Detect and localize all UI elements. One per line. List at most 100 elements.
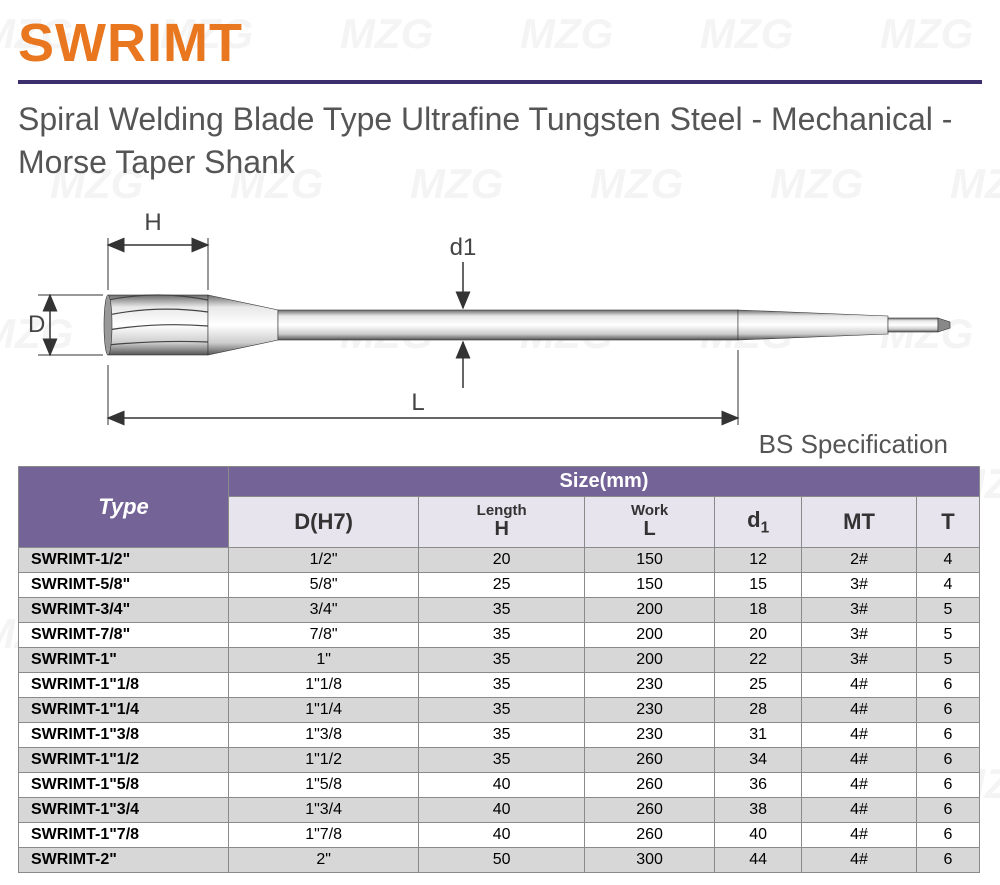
table-cell: 18 xyxy=(715,598,802,623)
table-cell: 40 xyxy=(419,773,585,798)
table-cell: 4# xyxy=(802,798,917,823)
table-row: SWRIMT-1/2"1/2"20150122#4 xyxy=(19,548,980,573)
table-cell: SWRIMT-7/8" xyxy=(19,623,229,648)
col-dh7: D(H7) xyxy=(229,497,419,548)
table-cell: 5 xyxy=(916,648,979,673)
table-cell: SWRIMT-1"3/8 xyxy=(19,723,229,748)
table-cell: 3# xyxy=(802,573,917,598)
table-row: SWRIMT-1"1/81"1/835230254#6 xyxy=(19,673,980,698)
table-cell: 4# xyxy=(802,823,917,848)
dimension-diagram: H D d1 L BS Specification xyxy=(18,200,978,460)
table-cell: 230 xyxy=(585,723,715,748)
table-cell: 31 xyxy=(715,723,802,748)
table-cell: SWRIMT-1"1/2 xyxy=(19,748,229,773)
table-cell: 260 xyxy=(585,748,715,773)
dim-label-d1: d1 xyxy=(450,234,477,261)
table-cell: SWRIMT-1"3/4 xyxy=(19,798,229,823)
table-cell: 260 xyxy=(585,823,715,848)
table-cell: 5 xyxy=(916,598,979,623)
col-d: d1 xyxy=(715,497,802,548)
specification-label: BS Specification xyxy=(759,429,948,460)
table-cell: 5/8" xyxy=(229,573,419,598)
table-cell: SWRIMT-1"7/8 xyxy=(19,823,229,848)
table-cell: 230 xyxy=(585,698,715,723)
table-row: SWRIMT-1"5/81"5/840260364#6 xyxy=(19,773,980,798)
table-cell: 28 xyxy=(715,698,802,723)
table-cell: 6 xyxy=(916,723,979,748)
col-work: WorkL xyxy=(585,497,715,548)
table-cell: 50 xyxy=(419,848,585,873)
table-cell: 1"1/2 xyxy=(229,748,419,773)
table-cell: 6 xyxy=(916,848,979,873)
table-cell: 6 xyxy=(916,673,979,698)
table-cell: 200 xyxy=(585,648,715,673)
table-cell: 2# xyxy=(802,548,917,573)
table-cell: 1"3/4 xyxy=(229,798,419,823)
table-cell: 6 xyxy=(916,773,979,798)
col-length: LengthH xyxy=(419,497,585,548)
table-cell: 6 xyxy=(916,698,979,723)
table-cell: 20 xyxy=(715,623,802,648)
table-row: SWRIMT-1"3/41"3/440260384#6 xyxy=(19,798,980,823)
table-cell: SWRIMT-1"1/4 xyxy=(19,698,229,723)
table-row: SWRIMT-1"1"35200223#5 xyxy=(19,648,980,673)
table-cell: 5 xyxy=(916,623,979,648)
table-cell: 200 xyxy=(585,623,715,648)
table-cell: 260 xyxy=(585,773,715,798)
table-cell: 4# xyxy=(802,723,917,748)
table-row: SWRIMT-1"7/81"7/840260404#6 xyxy=(19,823,980,848)
table-cell: 3# xyxy=(802,598,917,623)
table-cell: 200 xyxy=(585,598,715,623)
table-cell: 1"1/4 xyxy=(229,698,419,723)
table-cell: 4 xyxy=(916,573,979,598)
table-cell: 3# xyxy=(802,648,917,673)
table-cell: 4 xyxy=(916,548,979,573)
table-cell: 15 xyxy=(715,573,802,598)
table-cell: 1"3/8 xyxy=(229,723,419,748)
table-cell: SWRIMT-1/2" xyxy=(19,548,229,573)
col-type: Type xyxy=(19,467,229,548)
table-cell: 6 xyxy=(916,748,979,773)
dim-label-d: D xyxy=(28,311,45,338)
table-cell: 25 xyxy=(715,673,802,698)
table-row: SWRIMT-1"3/81"3/835230314#6 xyxy=(19,723,980,748)
table-cell: 4# xyxy=(802,748,917,773)
table-cell: 36 xyxy=(715,773,802,798)
dim-label-l: L xyxy=(411,389,424,416)
table-cell: 25 xyxy=(419,573,585,598)
table-cell: 40 xyxy=(419,823,585,848)
table-cell: 230 xyxy=(585,673,715,698)
table-row: SWRIMT-1"1/21"1/235260344#6 xyxy=(19,748,980,773)
table-cell: 300 xyxy=(585,848,715,873)
table-cell: 38 xyxy=(715,798,802,823)
table-cell: 35 xyxy=(419,698,585,723)
table-cell: 22 xyxy=(715,648,802,673)
table-cell: 4# xyxy=(802,673,917,698)
table-cell: 35 xyxy=(419,673,585,698)
table-cell: 35 xyxy=(419,723,585,748)
table-cell: 1/2" xyxy=(229,548,419,573)
table-cell: 6 xyxy=(916,823,979,848)
table-cell: 1"5/8 xyxy=(229,773,419,798)
table-cell: SWRIMT-1"1/8 xyxy=(19,673,229,698)
table-cell: SWRIMT-2" xyxy=(19,848,229,873)
dim-label-h: H xyxy=(144,209,161,236)
table-cell: 4# xyxy=(802,848,917,873)
table-row: SWRIMT-7/8"7/8"35200203#5 xyxy=(19,623,980,648)
table-cell: 4# xyxy=(802,698,917,723)
table-cell: 150 xyxy=(585,573,715,598)
table-cell: 1" xyxy=(229,648,419,673)
table-row: SWRIMT-2"2"50300444#6 xyxy=(19,848,980,873)
table-cell: 7/8" xyxy=(229,623,419,648)
table-cell: 35 xyxy=(419,598,585,623)
table-cell: 35 xyxy=(419,648,585,673)
table-cell: 40 xyxy=(715,823,802,848)
table-cell: 2" xyxy=(229,848,419,873)
table-cell: 4# xyxy=(802,773,917,798)
table-cell: 1"7/8 xyxy=(229,823,419,848)
table-cell: SWRIMT-1" xyxy=(19,648,229,673)
table-cell: SWRIMT-3/4" xyxy=(19,598,229,623)
table-cell: 35 xyxy=(419,623,585,648)
table-row: SWRIMT-3/4"3/4"35200183#5 xyxy=(19,598,980,623)
table-cell: 3# xyxy=(802,623,917,648)
